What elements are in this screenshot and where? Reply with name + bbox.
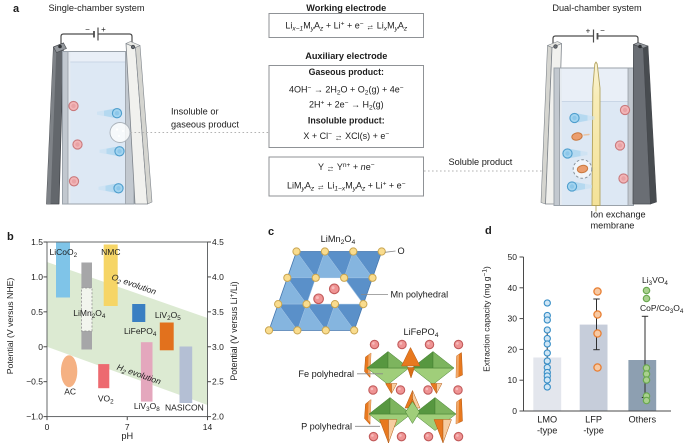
- svg-text:Ion exchange: Ion exchange: [591, 210, 646, 220]
- svg-text:LiMn2​O4​: LiMn2​O4​: [321, 234, 356, 246]
- svg-text:4OH−​ → 2H2​O + O2​(g) + 4e−​: 4OH−​ → 2H2​O + O2​(g) + 4e−​: [289, 85, 404, 97]
- svg-text:−: −: [85, 25, 90, 34]
- svg-text:Others: Others: [629, 415, 657, 425]
- svg-text:7: 7: [125, 422, 130, 432]
- svg-text:membrane: membrane: [591, 221, 635, 231]
- svg-text:gaseous product: gaseous product: [171, 120, 239, 130]
- svg-text:−: −: [600, 26, 605, 35]
- svg-text:b: b: [7, 231, 14, 243]
- svg-text:3.5: 3.5: [212, 307, 224, 317]
- svg-text:+: +: [586, 27, 591, 36]
- svg-text:Auxiliary electrode: Auxiliary electrode: [305, 51, 387, 61]
- svg-text:30: 30: [508, 314, 518, 324]
- svg-text:Potential (V versus Li+​/Li): Potential (V versus Li+​/Li): [229, 281, 239, 380]
- svg-text:CoP/Co3​O4​: CoP/Co3​O4​: [640, 303, 684, 315]
- svg-text:LiFePO4​: LiFePO4​: [124, 326, 157, 338]
- svg-text:Lix−1​My​Az​ + Li+​ + e−​ →←​: Lix−1​My​Az​ + Li+​ + e−​ →←​ Lix​My​Az​: [285, 20, 408, 32]
- svg-text:LiFePO4​: LiFePO4​: [404, 327, 439, 339]
- svg-text:NMC: NMC: [101, 247, 120, 257]
- svg-text:LMO: LMO: [537, 415, 557, 425]
- svg-text:X + Cl−​ →←​ XCl(s) + e−​: X + Cl−​ →←​ XCl(s) + e−​: [303, 131, 389, 143]
- svg-text:1.0: 1.0: [31, 272, 43, 282]
- svg-text:LFP: LFP: [585, 415, 602, 425]
- svg-text:LiMy​Az​ →←​ Li1−x​My​Az​ + Li: LiMy​Az​ →←​ Li1−x​My​Az​ + Li+​ + e−​: [287, 180, 406, 192]
- svg-text:−0.5: −0.5: [26, 377, 43, 387]
- svg-text:VO2​: VO2​: [98, 394, 114, 406]
- svg-text:0: 0: [38, 342, 43, 352]
- svg-text:Mn polyhedral: Mn polyhedral: [391, 290, 449, 300]
- svg-text:Single-chamber system: Single-chamber system: [49, 3, 145, 13]
- svg-text:Extraction capacity (mg g−1​): Extraction capacity (mg g−1​): [481, 266, 491, 372]
- svg-text:Fe polyhedral: Fe polyhedral: [298, 369, 354, 379]
- svg-text:4.5: 4.5: [212, 237, 224, 247]
- svg-text:Insoluble product:: Insoluble product:: [308, 116, 385, 126]
- svg-text:Insoluble or: Insoluble or: [171, 107, 219, 117]
- svg-text:2H+​ + 2e−​ → H2​(g): 2H+​ + 2e−​ → H2​(g): [309, 100, 384, 112]
- svg-text:P polyhedral: P polyhedral: [301, 422, 352, 432]
- svg-text:pH: pH: [121, 431, 133, 441]
- svg-text:LiV2​O5​: LiV2​O5​: [155, 310, 181, 322]
- svg-text:Working electrode: Working electrode: [306, 3, 386, 13]
- svg-text:10: 10: [508, 375, 518, 385]
- svg-text:LiCoO2​: LiCoO2​: [50, 247, 78, 259]
- svg-text:Potential (V versus NHE): Potential (V versus NHE): [5, 278, 15, 375]
- svg-text:Soluble product: Soluble product: [449, 157, 513, 167]
- svg-text:14: 14: [203, 422, 213, 432]
- svg-text:O: O: [398, 246, 405, 256]
- svg-text:−1.0: −1.0: [26, 412, 43, 422]
- svg-text:4.0: 4.0: [212, 272, 224, 282]
- svg-text:0: 0: [512, 406, 517, 416]
- svg-text:50: 50: [508, 252, 518, 262]
- svg-text:0.5: 0.5: [31, 307, 43, 317]
- svg-text:1.5: 1.5: [31, 237, 43, 247]
- svg-text:-type: -type: [537, 426, 557, 436]
- svg-text:20: 20: [508, 344, 518, 354]
- svg-text:+: +: [101, 25, 106, 34]
- svg-text:AC: AC: [64, 387, 76, 397]
- svg-text:a: a: [13, 3, 20, 15]
- svg-text:Gaseous product:: Gaseous product:: [309, 67, 384, 77]
- svg-text:LiMn2​O4​: LiMn2​O4​: [73, 308, 106, 320]
- svg-text:40: 40: [508, 283, 518, 293]
- svg-text:2.5: 2.5: [212, 377, 224, 387]
- svg-text:-type: -type: [583, 426, 603, 436]
- svg-text:Dual-chamber system: Dual-chamber system: [552, 3, 642, 13]
- svg-text:3.0: 3.0: [212, 342, 224, 352]
- svg-text:0: 0: [45, 422, 50, 432]
- svg-text:Li3​VO4​: Li3​VO4​: [642, 275, 668, 287]
- svg-text:c: c: [268, 226, 274, 238]
- svg-text:2.0: 2.0: [212, 412, 224, 422]
- svg-text:NASICON: NASICON: [165, 403, 204, 413]
- svg-text:Y →←​ Yn+​ + ne−​: Y →←​ Yn+​ + ne−​: [318, 162, 375, 174]
- svg-text:LiV3​O8​: LiV3​O8​: [134, 401, 160, 413]
- svg-text:d: d: [485, 225, 492, 237]
